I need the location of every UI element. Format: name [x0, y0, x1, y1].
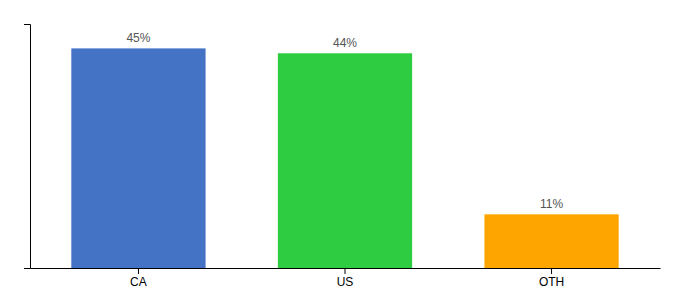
data-label: 11% — [540, 197, 563, 211]
bar — [278, 53, 412, 268]
x-tick: CA — [130, 268, 147, 289]
chart-container: CA US OTH 45% 44% 11% — [0, 0, 680, 300]
bar — [71, 48, 205, 268]
bars — [71, 48, 618, 268]
x-tick-label: CA — [130, 275, 147, 289]
x-tick-mark — [138, 268, 139, 274]
plot: CA US OTH 45% 44% 11% — [24, 25, 661, 289]
x-axis: CA US OTH — [31, 268, 661, 289]
x-tick-label: US — [337, 275, 354, 289]
x-tick-mark — [551, 268, 552, 274]
y-axis-line — [24, 25, 31, 269]
data-label: 45% — [126, 31, 150, 45]
x-tick: US — [337, 268, 354, 289]
bar — [484, 214, 618, 268]
y-axis — [24, 25, 31, 269]
data-label: 44% — [333, 36, 357, 50]
data-labels: 45% 44% 11% — [126, 31, 563, 211]
chart: CA US OTH 45% 44% 11% — [0, 0, 680, 300]
x-tick: OTH — [539, 268, 564, 289]
x-tick-mark — [345, 268, 346, 274]
x-tick-label: OTH — [539, 275, 564, 289]
